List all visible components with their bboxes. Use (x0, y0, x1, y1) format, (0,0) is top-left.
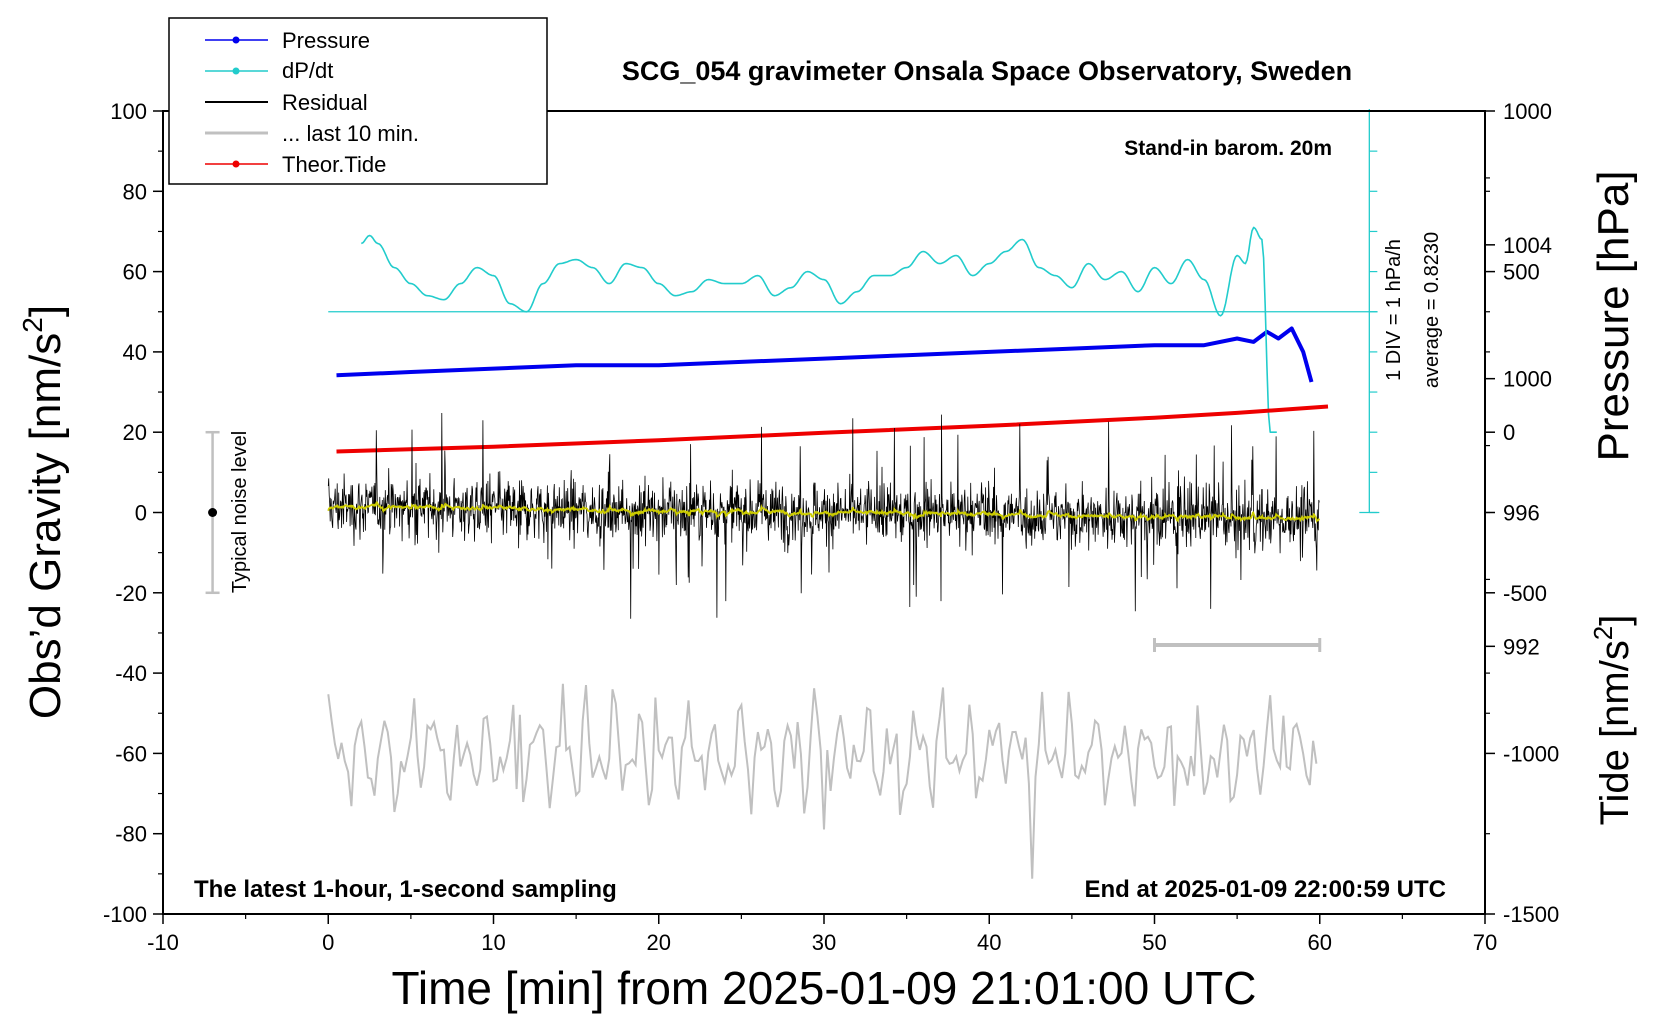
y-left-tick-label: -80 (115, 822, 147, 847)
y-axis-label-left: Obs’d Gravity [nm/s2] (17, 305, 70, 719)
series-dpdt (360, 226, 1277, 433)
y-axis-label-left-text: Obs’d Gravity [nm/s (21, 333, 70, 719)
y-axis-label-left-sup: 2 (17, 317, 48, 333)
series-residual-smoothed (327, 500, 1321, 523)
div-scale-annotation: 1 DIV = 1 hPa/h (1383, 239, 1405, 381)
y-tide-tick-label: -500 (1503, 581, 1547, 606)
x-tick-label: 70 (1473, 930, 1497, 955)
y-pressure-tick-label: 1004 (1503, 233, 1552, 258)
y-left-tick-label: -100 (103, 902, 147, 927)
y-left-tick-label: -20 (115, 581, 147, 606)
x-tick-label: 0 (322, 930, 334, 955)
x-tick-label: 20 (647, 930, 671, 955)
y-axis-label-tide: Tide [nm/s2] (1588, 615, 1637, 826)
legend-dpdt-label: dP/dt (282, 58, 333, 83)
y-tide-tick-label: 1000 (1503, 99, 1552, 124)
series-layer (205, 109, 1380, 879)
legend-dpdt-marker (232, 67, 240, 75)
average-annotation: average = 0.8230 (1421, 232, 1443, 388)
y-left-tick-label: 80 (123, 179, 147, 204)
chart-title: SCG_054 gravimeter Onsala Space Observat… (622, 56, 1352, 86)
y-left-tick-label: 40 (123, 340, 147, 365)
barometer-annotation: Stand-in barom. 20m (1124, 137, 1332, 160)
series-pressure (336, 326, 1314, 383)
end-time-annotation: End at 2025-01-09 22:00:59 UTC (1085, 876, 1447, 903)
x-tick-label: -10 (147, 930, 179, 955)
y-pressure-tick-label: 996 (1503, 501, 1540, 526)
legend-residual-label: Residual (282, 90, 368, 115)
series-residual (327, 412, 1320, 619)
series-last-10-min (327, 683, 1318, 879)
y-pressure-tick-label: 1000 (1503, 367, 1552, 392)
x-tick-label: 60 (1308, 930, 1332, 955)
sampling-annotation: The latest 1-hour, 1-second sampling (194, 876, 617, 903)
y-left-tick-label: 100 (110, 99, 147, 124)
x-tick-label: 30 (812, 930, 836, 955)
x-tick-label: 40 (977, 930, 1001, 955)
y-tide-tick-label: -1000 (1503, 741, 1559, 766)
series-theor-tide (336, 404, 1329, 454)
x-axis-label: Time [min] from 2025-01-09 21:01:00 UTC (392, 962, 1257, 1014)
noise-bar-center (208, 508, 218, 517)
y-left-tick-label: 60 (123, 260, 147, 285)
y-tide-tick-label: 0 (1503, 420, 1515, 445)
y-left-tick-label: -40 (115, 661, 147, 686)
legend-tide-label: Theor.Tide (282, 152, 386, 177)
legend-last10-label: ... last 10 min. (282, 121, 419, 146)
y-pressure-tick-label: 992 (1503, 634, 1540, 659)
y-left-tick-label: 20 (123, 420, 147, 445)
legend-tide-marker (232, 160, 240, 168)
y-left-tick-label: -60 (115, 741, 147, 766)
y-axis-label-tide-text: Tide [nm/s (1593, 640, 1637, 825)
x-tick-label: 10 (481, 930, 505, 955)
y-axis-label-left-close: ] (21, 305, 70, 317)
y-axis-label-tide-close: ] (1593, 615, 1637, 626)
legend-pressure-label: Pressure (282, 28, 370, 53)
y-tide-tick-label: 500 (1503, 260, 1540, 285)
y-axis-label-tide-sup: 2 (1588, 626, 1618, 640)
x-tick-label: 50 (1142, 930, 1166, 955)
y-tide-tick-label: -1500 (1503, 902, 1559, 927)
legend: Pressure dP/dt Residual ... last 10 min.… (168, 17, 548, 185)
legend-pressure-marker (232, 36, 240, 44)
axes-layer: -10 0 10 20 30 40 50 60 70100806040200-20-40-60-… (103, 99, 1559, 955)
noise-level-annotation: Typical noise level (229, 431, 251, 593)
y-left-tick-label: 0 (135, 501, 147, 526)
y-axis-label-pressure: Pressure [hPa] (1589, 170, 1638, 461)
